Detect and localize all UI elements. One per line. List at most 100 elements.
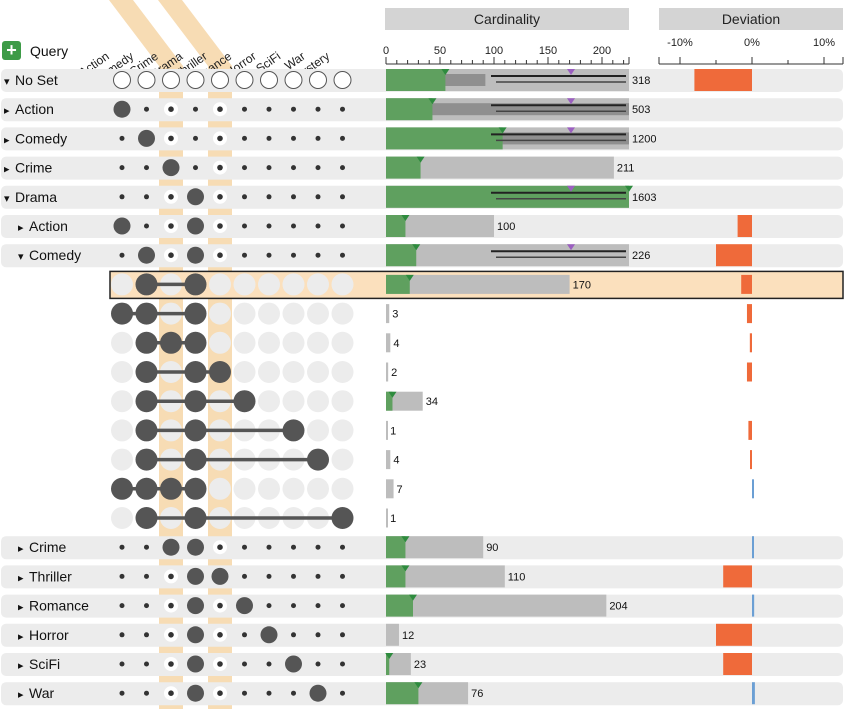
- cardinality-bar[interactable]: [386, 244, 629, 267]
- cardinality-bar[interactable]: [386, 274, 570, 294]
- query-overlap-bar[interactable]: [386, 653, 390, 675]
- query-overlap-bar[interactable]: [386, 391, 393, 411]
- member-dot: [184, 477, 207, 500]
- query-overlap-bar[interactable]: [386, 274, 410, 294]
- cardinality-bar[interactable]: [386, 536, 484, 559]
- cardinality-bar[interactable]: [386, 333, 391, 353]
- empty-cell-circle: [307, 361, 329, 383]
- member-dot: [282, 419, 305, 442]
- add-query-button[interactable]: [2, 41, 21, 60]
- cardinality-value-label: 76: [471, 688, 483, 700]
- cardinality-bar[interactable]: [386, 479, 394, 499]
- deviation-bar: [716, 623, 752, 646]
- deviation-header[interactable]: [659, 8, 843, 30]
- empty-set-circle: [137, 71, 156, 89]
- parent-set-dot: [187, 597, 204, 615]
- cardinality-header[interactable]: [385, 8, 629, 30]
- cardinality-bar[interactable]: [386, 623, 399, 646]
- cardinality-bar[interactable]: [386, 156, 614, 179]
- expand-toggle-icon: ▸: [18, 572, 24, 584]
- query-overlap-bar[interactable]: [386, 536, 406, 559]
- cardinality-value-label: 4: [393, 338, 399, 350]
- empty-cell-circle: [307, 273, 329, 296]
- group-row[interactable]: ▸ Crime 90: [1, 536, 843, 560]
- query-overlap-bar[interactable]: [386, 244, 417, 267]
- empty-cell-circle: [331, 419, 354, 442]
- empty-cell-circle: [209, 477, 231, 500]
- small-dot: [119, 632, 125, 638]
- group-row[interactable]: ▸ War 76: [1, 682, 843, 706]
- small-dot: [242, 165, 247, 171]
- group-row[interactable]: ▾ No Set 318: [1, 69, 843, 92]
- subset-row[interactable]: 2: [111, 361, 752, 383]
- query-overlap-bar[interactable]: [386, 594, 413, 617]
- query-control[interactable]: + Query: [2, 40, 68, 60]
- small-dot: [217, 661, 223, 667]
- query-marker: [409, 594, 417, 601]
- small-dot: [144, 632, 149, 638]
- empty-cell-circle: [233, 361, 256, 383]
- cardinality-bar[interactable]: [386, 391, 423, 411]
- empty-set-circle: [235, 71, 254, 89]
- small-dot: [340, 544, 345, 550]
- member-dot: [135, 361, 158, 383]
- small-dot: [266, 223, 272, 229]
- subset-row[interactable]: 1: [111, 419, 752, 442]
- subset-row[interactable]: 34: [111, 390, 438, 413]
- small-dot: [217, 106, 223, 112]
- group-label: War: [29, 685, 54, 701]
- group-row[interactable]: ▾ Comedy 226: [1, 244, 843, 268]
- group-row[interactable]: ▸ Horror 12: [1, 623, 843, 647]
- expand-toggle-icon: ▸: [18, 660, 24, 672]
- subset-row[interactable]: 1: [111, 507, 396, 529]
- member-dot: [160, 477, 182, 500]
- cardinality-bar[interactable]: [386, 508, 388, 528]
- query-overlap-bar[interactable]: [386, 127, 503, 150]
- small-dot: [340, 223, 345, 229]
- query-overlap-bar[interactable]: [386, 565, 406, 588]
- query-overlap-bar[interactable]: [386, 185, 629, 208]
- small-dot: [119, 661, 125, 667]
- query-overlap-bar[interactable]: [386, 98, 433, 121]
- query-overlap-bar[interactable]: [386, 156, 421, 179]
- member-dot: [184, 448, 207, 471]
- empty-cell-circle: [307, 419, 329, 442]
- group-row[interactable]: ▸ Thriller 110: [1, 565, 843, 589]
- expand-toggle-icon: ▸: [4, 105, 10, 117]
- small-dot: [119, 603, 125, 609]
- small-dot: [144, 661, 149, 667]
- deviation-bar: [750, 450, 752, 470]
- cardinality-bar[interactable]: [386, 215, 494, 237]
- query-marker: [416, 156, 425, 163]
- small-dot: [340, 252, 345, 258]
- set-membership-dot: [162, 159, 180, 177]
- empty-set-circle: [284, 71, 303, 89]
- group-row[interactable]: ▸ Crime 211: [1, 156, 843, 180]
- subset-row[interactable]: 4: [111, 448, 752, 471]
- cardinality-bar[interactable]: [386, 450, 391, 470]
- empty-cell-circle: [233, 331, 256, 354]
- query-overlap-bar[interactable]: [386, 215, 406, 237]
- subset-row[interactable]: 7: [111, 477, 754, 500]
- subset-row[interactable]: 4: [111, 331, 752, 354]
- subset-row[interactable]: 170: [109, 270, 844, 300]
- group-row[interactable]: ▸ Romance 204: [1, 594, 843, 618]
- empty-cell-circle: [282, 477, 305, 500]
- set-membership-dot: [236, 597, 253, 615]
- query-overlap-bar[interactable]: [386, 682, 419, 705]
- cardinality-bar[interactable]: [386, 565, 505, 588]
- group-row[interactable]: ▸ Comedy 1200: [1, 127, 843, 151]
- cardinality-bar[interactable]: [386, 420, 388, 440]
- cardinality-bar[interactable]: [386, 362, 389, 382]
- cardinality-bar[interactable]: [386, 304, 390, 324]
- cardinality-bar[interactable]: [386, 653, 411, 675]
- deviation-bar: [748, 420, 752, 440]
- subset-row[interactable]: 3: [111, 302, 752, 325]
- query-overlap-bar[interactable]: [386, 69, 446, 91]
- group-row[interactable]: ▸ SciFi 23: [1, 653, 843, 676]
- group-row[interactable]: ▸ Action 503: [1, 98, 843, 122]
- group-row[interactable]: ▾ Drama 1603: [1, 185, 843, 209]
- group-row[interactable]: ▸ Action 100: [1, 215, 843, 238]
- cardinality-bar[interactable]: [386, 594, 607, 617]
- deviation-tick-label: 10%: [813, 37, 835, 49]
